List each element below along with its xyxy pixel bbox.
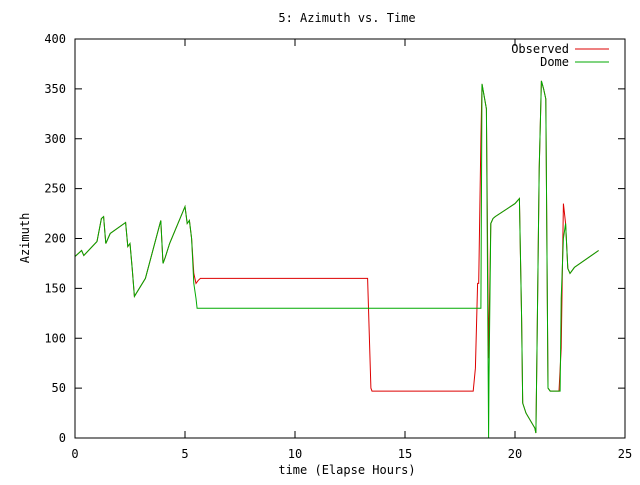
x-tick-label: 0 bbox=[71, 447, 78, 461]
y-tick-label: 200 bbox=[44, 232, 66, 246]
legend-label-observed: Observed bbox=[511, 42, 569, 56]
y-tick-label: 400 bbox=[44, 32, 66, 46]
legend-label-dome: Dome bbox=[540, 55, 569, 69]
y-tick-label: 250 bbox=[44, 182, 66, 196]
x-tick-label: 25 bbox=[618, 447, 632, 461]
y-tick-label: 50 bbox=[52, 381, 66, 395]
axis-ticks: 0 50 100 150 200 250 300 350 400 0 5 10 15 20 25 bbox=[44, 32, 632, 461]
chart-title: 5: Azimuth vs. Time bbox=[278, 11, 415, 25]
x-tick-label: 20 bbox=[508, 447, 522, 461]
y-tick-label: 300 bbox=[44, 132, 66, 146]
series-layer bbox=[74, 80, 599, 439]
x-axis-label: time (Elapse Hours) bbox=[278, 463, 415, 477]
y-tick-label: 100 bbox=[44, 331, 66, 345]
y-tick-label: 350 bbox=[44, 82, 66, 96]
x-tick-label: 10 bbox=[288, 447, 302, 461]
series-line-dome bbox=[74, 80, 599, 439]
x-tick-label: 15 bbox=[398, 447, 412, 461]
y-tick-label: 150 bbox=[44, 281, 66, 295]
y-axis-label: Azimuth bbox=[18, 213, 32, 264]
x-tick-label: 5 bbox=[181, 447, 188, 461]
y-tick-label: 0 bbox=[59, 431, 66, 445]
plot-frame bbox=[74, 38, 626, 439]
